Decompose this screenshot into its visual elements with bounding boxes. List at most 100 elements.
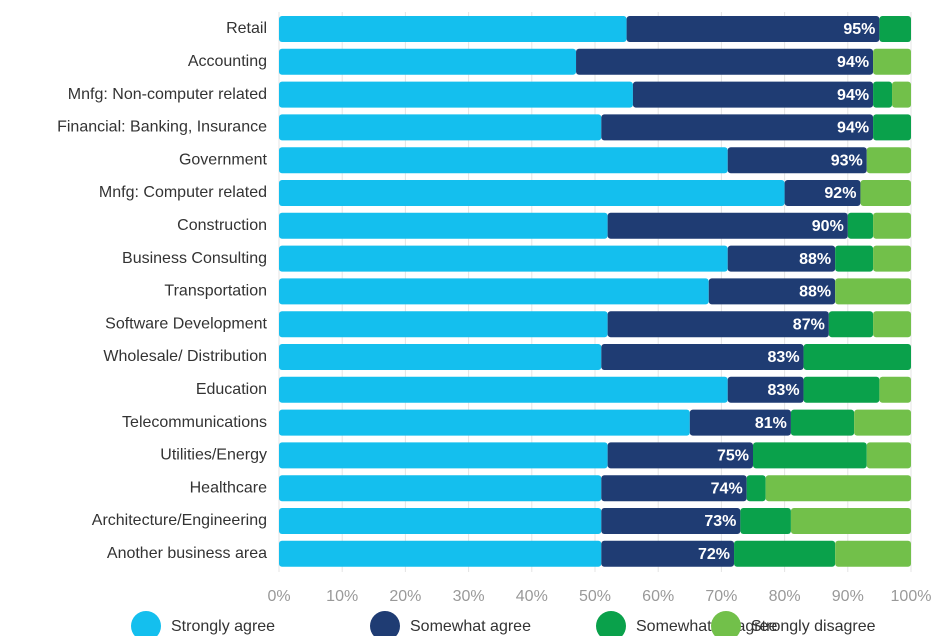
y-tick-label: Construction <box>177 217 267 234</box>
x-tick-label: 30% <box>453 588 485 605</box>
y-tick-label: Retail <box>226 20 267 37</box>
bar-segment <box>279 475 602 502</box>
total-label: 88% <box>799 251 831 268</box>
bar-segment <box>601 475 747 502</box>
bar-segment <box>873 245 911 272</box>
total-label: 94% <box>837 87 869 104</box>
x-tick-label: 20% <box>389 588 421 605</box>
bar-segment <box>727 147 867 174</box>
bar-segment <box>873 311 911 338</box>
y-tick-label: Architecture/Engineering <box>92 512 267 529</box>
y-tick-label: Financial: Banking, Insurance <box>57 119 267 136</box>
bar-segment <box>835 540 911 567</box>
bar-segment <box>873 48 911 75</box>
total-label: 94% <box>837 54 869 71</box>
total-label: 72% <box>698 546 730 563</box>
bar-segment <box>279 48 577 75</box>
total-label: 87% <box>793 316 825 333</box>
total-label: 81% <box>755 415 787 432</box>
total-label: 94% <box>837 120 869 137</box>
y-tick-label: Transportation <box>164 283 267 300</box>
bar-segment <box>847 212 874 239</box>
bar-segment <box>607 212 848 239</box>
bar-segment <box>279 212 608 239</box>
bar-segment <box>740 508 791 534</box>
bar-segment <box>835 278 911 305</box>
bar-segment <box>689 409 791 436</box>
x-tick-label: 50% <box>579 588 611 605</box>
total-label: 92% <box>824 185 856 202</box>
y-tick-label: Telecommunications <box>122 414 267 431</box>
bar-segment <box>601 344 804 370</box>
total-label: 74% <box>711 480 743 497</box>
total-label: 75% <box>717 448 749 465</box>
bar-segment <box>279 278 709 305</box>
y-tick-label: Education <box>196 381 267 398</box>
bar-segment <box>835 245 874 272</box>
bar-segment <box>879 376 911 403</box>
total-label: 95% <box>843 21 875 38</box>
bar-segment <box>866 147 911 174</box>
y-tick-label: Mnfg: Computer related <box>99 184 267 201</box>
bar-segment <box>873 212 911 239</box>
bar-segment <box>601 114 874 141</box>
legend-swatch <box>370 611 400 636</box>
bar-segment <box>746 475 766 502</box>
bar-segment <box>854 409 911 436</box>
total-label: 93% <box>831 152 863 169</box>
bar-segment <box>576 48 874 75</box>
bar-segment <box>803 344 911 370</box>
bar-segment <box>790 508 911 534</box>
bar-segment <box>632 81 874 108</box>
legend-label: Strongly disagree <box>751 618 876 635</box>
bar-segment <box>828 311 874 338</box>
bar-segment <box>601 540 735 567</box>
x-tick-label: 90% <box>832 588 864 605</box>
bar-segment <box>279 16 627 42</box>
bar-segment <box>279 344 602 370</box>
bar-segment <box>708 278 836 305</box>
bar-segment <box>279 508 602 534</box>
bar-segment <box>765 475 911 502</box>
legend-swatch <box>711 611 741 636</box>
bar-segment <box>873 81 893 108</box>
bar-segment <box>279 81 633 108</box>
y-tick-label: Software Development <box>105 315 267 332</box>
bar-segment <box>892 81 911 108</box>
bar-segment <box>601 508 741 534</box>
bar-segment <box>803 376 880 403</box>
bar-segment <box>279 442 608 469</box>
total-label: 83% <box>768 382 800 399</box>
x-tick-label: 0% <box>267 588 290 605</box>
bar-segment <box>279 409 690 436</box>
y-tick-label: Utilities/Energy <box>160 447 267 464</box>
bar-segment <box>279 245 728 272</box>
y-tick-label: Mnfg: Non-computer related <box>68 86 267 103</box>
bar-segment <box>727 376 804 403</box>
bar-segment <box>279 376 728 403</box>
legend-label: Somewhat disagree <box>636 618 778 635</box>
x-tick-label: 80% <box>769 588 801 605</box>
legend-label: Somewhat agree <box>410 618 531 635</box>
legend-label: Strongly agree <box>171 618 275 635</box>
bar-segment <box>626 16 880 42</box>
total-label: 90% <box>812 218 844 235</box>
x-tick-label: 10% <box>326 588 358 605</box>
y-tick-label: Wholesale/ Distribution <box>103 348 267 365</box>
y-tick-label: Government <box>179 151 268 168</box>
bar-segment <box>279 147 728 174</box>
y-tick-label: Another business area <box>107 545 267 562</box>
x-tick-label: 70% <box>705 588 737 605</box>
x-tick-label: 100% <box>891 588 932 605</box>
total-label: 83% <box>768 349 800 366</box>
bar-segment <box>607 442 753 469</box>
bar-segment <box>607 311 829 338</box>
bar-segment <box>753 442 867 469</box>
bar-segment <box>279 180 785 206</box>
y-tick-label: Accounting <box>188 53 267 70</box>
bar-segment <box>727 245 836 272</box>
bar-segment <box>879 16 911 42</box>
bar-segment <box>279 540 602 567</box>
y-tick-label: Business Consulting <box>122 250 267 267</box>
